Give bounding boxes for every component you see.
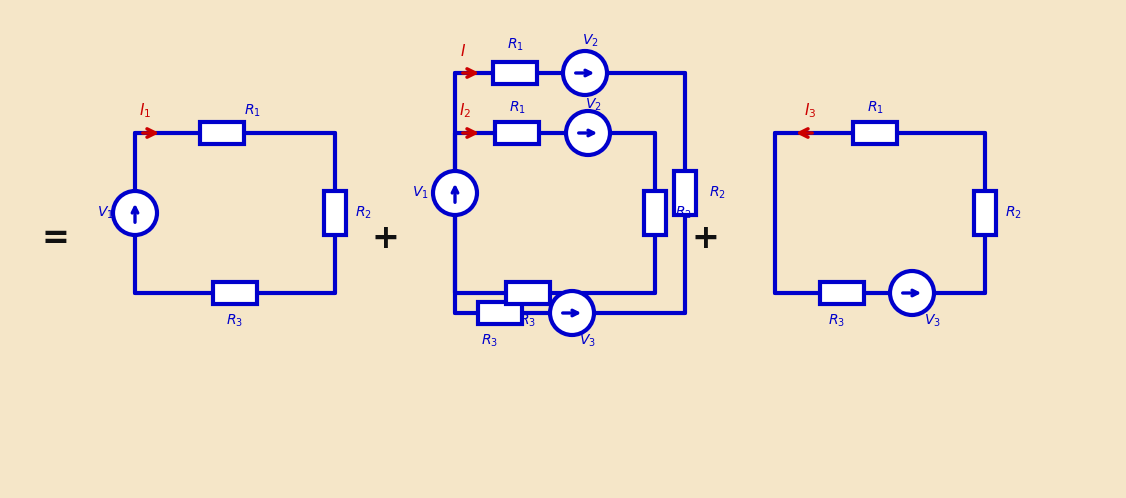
Text: $R_1$: $R_1$: [867, 100, 884, 116]
Text: $R_2$: $R_2$: [1004, 205, 1021, 221]
Text: $I_3$: $I_3$: [804, 102, 816, 121]
Text: =: =: [41, 222, 69, 254]
Circle shape: [113, 191, 157, 235]
FancyBboxPatch shape: [974, 191, 997, 235]
Text: $R_1$: $R_1$: [509, 100, 526, 116]
Text: $R_3$: $R_3$: [829, 313, 846, 329]
FancyBboxPatch shape: [479, 302, 522, 324]
FancyBboxPatch shape: [820, 282, 864, 304]
Circle shape: [434, 171, 477, 215]
Circle shape: [549, 291, 595, 335]
Circle shape: [563, 51, 607, 95]
FancyBboxPatch shape: [506, 282, 549, 304]
Text: +: +: [372, 222, 399, 254]
Text: $R_3$: $R_3$: [226, 313, 243, 329]
FancyBboxPatch shape: [213, 282, 257, 304]
Text: $R_3$: $R_3$: [482, 333, 499, 349]
Text: $I_2$: $I_2$: [459, 102, 471, 121]
Text: $R_3$: $R_3$: [519, 313, 536, 329]
FancyBboxPatch shape: [200, 122, 244, 144]
Text: $I$: $I$: [459, 43, 466, 59]
Text: $R_2$: $R_2$: [355, 205, 372, 221]
Text: $R_1$: $R_1$: [507, 37, 524, 53]
FancyBboxPatch shape: [674, 171, 696, 215]
Text: $I_1$: $I_1$: [138, 102, 151, 121]
FancyBboxPatch shape: [324, 191, 346, 235]
Text: $V_1$: $V_1$: [412, 185, 428, 201]
FancyBboxPatch shape: [644, 191, 665, 235]
Text: $R_2$: $R_2$: [708, 185, 725, 201]
Text: $R_1$: $R_1$: [243, 103, 260, 119]
Circle shape: [566, 111, 610, 155]
FancyBboxPatch shape: [493, 62, 537, 84]
Text: $V_3$: $V_3$: [923, 313, 940, 329]
Text: $V_1$: $V_1$: [97, 205, 114, 221]
Text: $V_3$: $V_3$: [579, 333, 596, 349]
Text: +: +: [691, 222, 718, 254]
Text: $V_2$: $V_2$: [582, 33, 598, 49]
Text: $R_2$: $R_2$: [674, 205, 691, 221]
FancyBboxPatch shape: [854, 122, 897, 144]
FancyBboxPatch shape: [495, 122, 539, 144]
Circle shape: [890, 271, 933, 315]
Text: $V_2$: $V_2$: [584, 97, 601, 113]
